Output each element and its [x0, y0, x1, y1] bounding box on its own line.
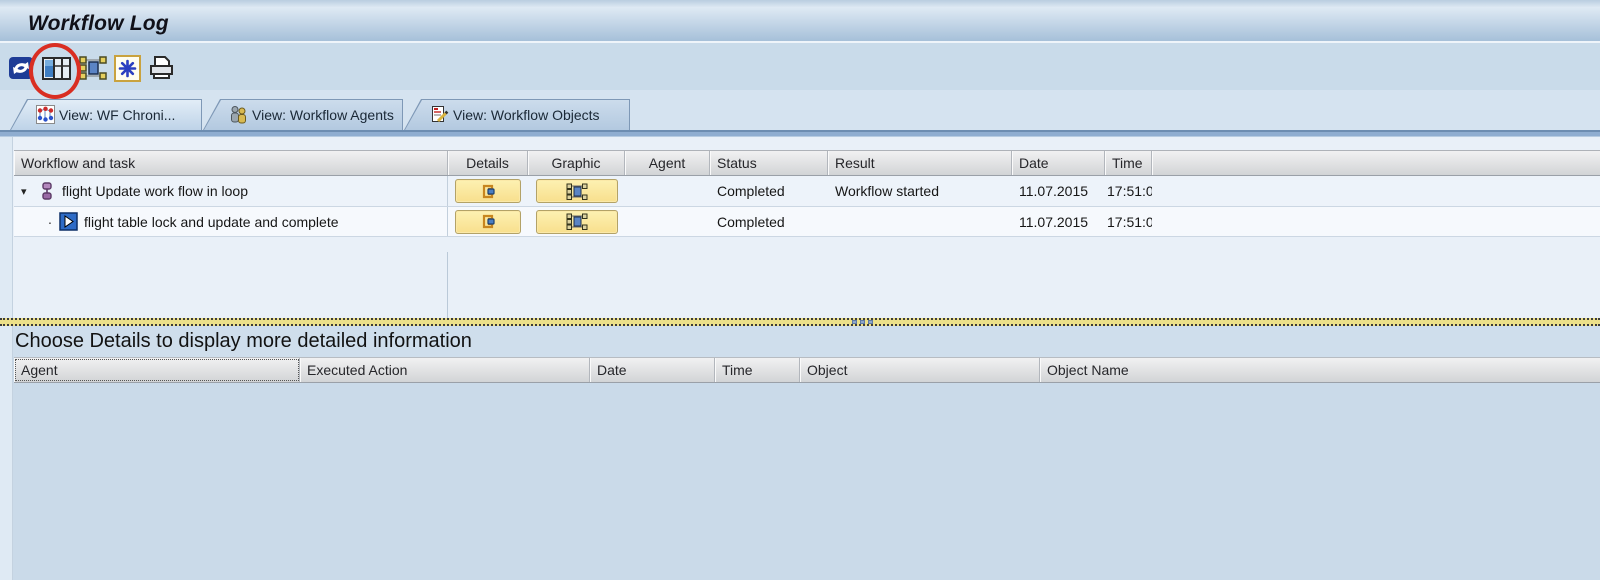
left-rail	[0, 326, 13, 580]
workflow-table-header: Workflow and task Details Graphic Agent …	[14, 150, 1600, 176]
date-cell: 11.07.2015	[1019, 213, 1089, 230]
details-icon	[482, 214, 495, 229]
page-title: Workflow Log	[28, 12, 169, 35]
time-cell: 17:51:06	[1107, 183, 1152, 199]
tree-column-extension	[14, 252, 448, 318]
step-play-icon	[59, 212, 78, 231]
date-cell: 11.07.2015	[1019, 183, 1089, 199]
column-view-icon[interactable]	[42, 55, 72, 81]
col-header-status[interactable]: Status	[710, 151, 828, 175]
details-section-heading: Choose Details to display more detailed …	[15, 330, 472, 352]
col-header-details[interactable]: Details	[448, 151, 528, 175]
expand-collapse-icon[interactable]: ▾	[21, 185, 27, 198]
col-header-graphic[interactable]: Graphic	[528, 151, 625, 175]
result-cell: Workflow started	[835, 183, 939, 199]
table-row[interactable]: · flight table lock and update and compl…	[14, 207, 1600, 237]
details-table: Agent Executed Action Date Time Object O…	[14, 357, 1600, 383]
tab-wf-chronicle[interactable]: View: WF Chroni...	[10, 99, 202, 130]
col-header-time[interactable]: Time	[715, 358, 800, 382]
horizontal-splitter[interactable]	[0, 318, 1600, 326]
details-table-body	[14, 384, 1600, 580]
status-cell: Completed	[717, 213, 785, 230]
details-button[interactable]	[455, 179, 521, 203]
col-header-result[interactable]: Result	[828, 151, 1012, 175]
tab-strip: View: WF Chroni... View: Workflow Agents	[0, 90, 1600, 130]
tab-label: View: Workflow Objects	[453, 106, 600, 123]
workflow-chronicle-panel: Workflow and task Details Graphic Agent …	[0, 137, 1600, 318]
workflow-agents-icon	[229, 105, 248, 124]
agent-cell	[625, 176, 710, 206]
col-header-workflow-and-task[interactable]: Workflow and task	[14, 151, 448, 175]
result-cell	[828, 207, 1012, 236]
left-rail	[0, 137, 13, 318]
details-button[interactable]	[455, 209, 521, 234]
graphic-button[interactable]	[535, 209, 618, 234]
graphic-icon	[566, 183, 587, 200]
print-icon[interactable]	[146, 55, 176, 81]
col-header-date[interactable]: Date	[590, 358, 715, 382]
task-label: flight table lock and update and complet…	[84, 213, 339, 230]
col-header-time[interactable]: Time	[1105, 151, 1152, 175]
col-header-agent[interactable]: Agent	[625, 151, 710, 175]
details-icon	[482, 184, 495, 198]
window-top-strip	[0, 0, 1600, 7]
workflow-objects-icon	[430, 105, 449, 124]
refresh-icon[interactable]	[6, 55, 36, 81]
tab-panel-band	[0, 130, 1600, 137]
details-table-header: Agent Executed Action Date Time Object O…	[14, 357, 1600, 383]
filler-cell	[1152, 176, 1600, 206]
filler-cell	[1152, 207, 1600, 236]
agent-cell	[625, 207, 710, 236]
col-header-date[interactable]: Date	[1012, 151, 1105, 175]
col-header-object-name[interactable]: Object Name	[1040, 358, 1600, 382]
tab-label: View: Workflow Agents	[252, 106, 394, 123]
tab-workflow-agents[interactable]: View: Workflow Agents	[203, 99, 403, 130]
graphic-icon	[566, 213, 587, 230]
tab-workflow-objects[interactable]: View: Workflow Objects	[404, 99, 630, 130]
asterisk-icon[interactable]	[112, 54, 142, 82]
tab-label: View: WF Chroni...	[59, 106, 176, 123]
workflow-node-icon	[37, 181, 56, 201]
tree-bullet: ·	[47, 213, 53, 230]
graphic-button[interactable]	[535, 179, 618, 203]
details-section: Choose Details to display more detailed …	[0, 326, 1600, 580]
col-header-filler	[1152, 151, 1600, 175]
workflow-graphic-icon[interactable]	[78, 55, 108, 81]
col-header-object[interactable]: Object	[800, 358, 1040, 382]
status-cell: Completed	[717, 183, 785, 199]
table-row[interactable]: ▾ flight Update work flow in loop	[14, 176, 1600, 207]
col-header-agent[interactable]: Agent	[14, 358, 300, 382]
chronicle-network-icon	[36, 105, 55, 124]
titlebar: Workflow Log	[0, 7, 1600, 43]
task-label: flight Update work flow in loop	[62, 183, 248, 199]
col-header-executed-action[interactable]: Executed Action	[300, 358, 590, 382]
toolbar	[0, 43, 1600, 99]
time-cell: 17:51:07	[1107, 213, 1152, 230]
workflow-table: Workflow and task Details Graphic Agent …	[14, 150, 1600, 237]
splitter-grip-icon[interactable]	[852, 320, 878, 324]
